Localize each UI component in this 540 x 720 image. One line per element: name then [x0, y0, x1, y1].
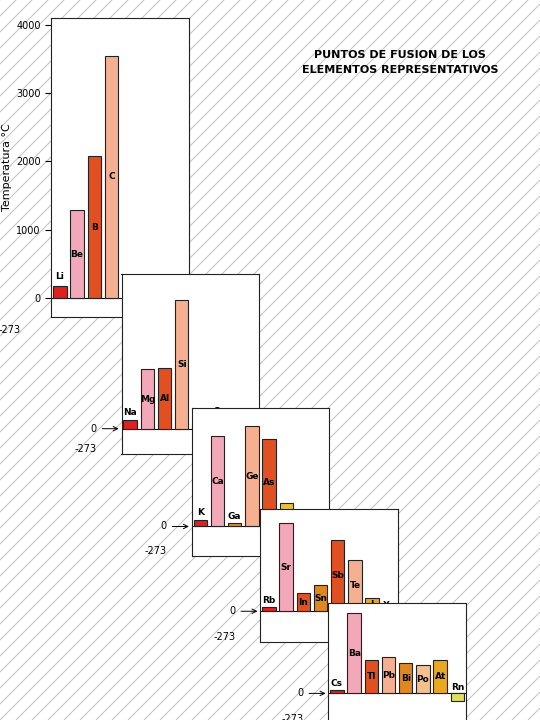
Bar	[122, 298, 136, 312]
Text: 0: 0	[91, 423, 118, 433]
Bar	[366, 598, 379, 611]
Text: F: F	[160, 286, 166, 294]
Text: Kr: Kr	[315, 516, 327, 525]
Bar	[331, 539, 345, 611]
Text: 0: 0	[298, 688, 325, 698]
Text: Ga: Ga	[228, 512, 241, 521]
Bar	[364, 660, 378, 693]
Text: At: At	[435, 672, 446, 681]
Text: Be: Be	[71, 250, 84, 258]
Text: I: I	[370, 600, 374, 609]
Text: Cs: Cs	[331, 680, 343, 688]
Bar	[174, 298, 187, 315]
Text: Te: Te	[349, 581, 361, 590]
Text: Sb: Sb	[332, 571, 344, 580]
Bar	[227, 428, 240, 438]
Bar	[383, 611, 396, 624]
Bar	[314, 585, 327, 611]
Text: Sn: Sn	[314, 593, 327, 603]
Text: N: N	[125, 286, 132, 294]
Bar	[211, 436, 224, 526]
Text: As: As	[263, 478, 275, 487]
Bar	[399, 663, 413, 693]
Text: S: S	[213, 407, 219, 415]
Bar	[262, 607, 275, 611]
Text: B: B	[91, 222, 98, 232]
Text: Po: Po	[417, 675, 429, 684]
Text: -273: -273	[281, 714, 303, 720]
Text: Sr: Sr	[281, 562, 292, 572]
Bar	[297, 526, 310, 527]
Text: Ca: Ca	[211, 477, 224, 486]
Bar	[158, 369, 171, 428]
Text: Al: Al	[159, 394, 170, 403]
Text: K: K	[197, 508, 204, 518]
Bar	[262, 438, 276, 526]
Bar	[330, 690, 343, 693]
Text: Ar: Ar	[245, 418, 256, 426]
Text: C: C	[108, 172, 115, 181]
Bar	[244, 428, 257, 446]
Text: -273: -273	[145, 546, 167, 556]
Text: 0: 0	[161, 521, 188, 531]
Bar	[87, 156, 101, 298]
Text: P: P	[195, 413, 202, 422]
Text: -273: -273	[0, 325, 21, 336]
Bar	[124, 420, 137, 428]
Text: Na: Na	[123, 408, 137, 417]
Bar	[296, 593, 310, 611]
Text: 0: 0	[230, 606, 256, 616]
Bar	[194, 520, 207, 526]
Bar	[348, 560, 362, 611]
Text: Se: Se	[280, 510, 293, 519]
Text: Ne: Ne	[173, 286, 187, 294]
Text: In: In	[299, 598, 308, 607]
Text: -273: -273	[213, 632, 235, 642]
Bar	[210, 418, 223, 428]
Text: Ba: Ba	[348, 649, 361, 657]
Text: Br: Br	[298, 516, 309, 525]
Text: Cl: Cl	[228, 418, 238, 426]
Text: Bi: Bi	[401, 674, 411, 683]
Text: PUNTOS DE FUSION DE LOS
ELEMENTOS REPRESENTATIVOS: PUNTOS DE FUSION DE LOS ELEMENTOS REPRES…	[302, 50, 498, 75]
Bar	[192, 425, 206, 428]
Bar	[245, 426, 259, 526]
Bar	[434, 660, 447, 693]
Bar	[53, 286, 66, 298]
Text: Tl: Tl	[367, 672, 376, 681]
Bar	[70, 210, 84, 298]
Text: Mg: Mg	[140, 395, 155, 403]
Bar	[280, 503, 293, 526]
Text: Rb: Rb	[262, 596, 275, 605]
Bar	[382, 657, 395, 693]
Bar	[105, 55, 118, 298]
Y-axis label: Temperatura °C: Temperatura °C	[2, 124, 12, 211]
Text: Li: Li	[56, 272, 64, 282]
Bar	[347, 613, 361, 693]
Bar	[157, 298, 170, 313]
Text: Rn: Rn	[451, 683, 464, 692]
Text: Xe: Xe	[383, 600, 396, 610]
Text: -273: -273	[75, 444, 97, 454]
Text: Si: Si	[177, 360, 186, 369]
Text: O: O	[142, 286, 150, 294]
Text: Ge: Ge	[245, 472, 259, 480]
Bar	[175, 300, 188, 428]
Bar	[279, 523, 293, 611]
Bar	[451, 693, 464, 701]
Bar	[416, 665, 430, 693]
Bar	[314, 526, 327, 544]
Bar	[139, 298, 153, 313]
Text: Pb: Pb	[382, 671, 395, 680]
Bar	[228, 523, 241, 526]
Bar	[140, 369, 154, 428]
